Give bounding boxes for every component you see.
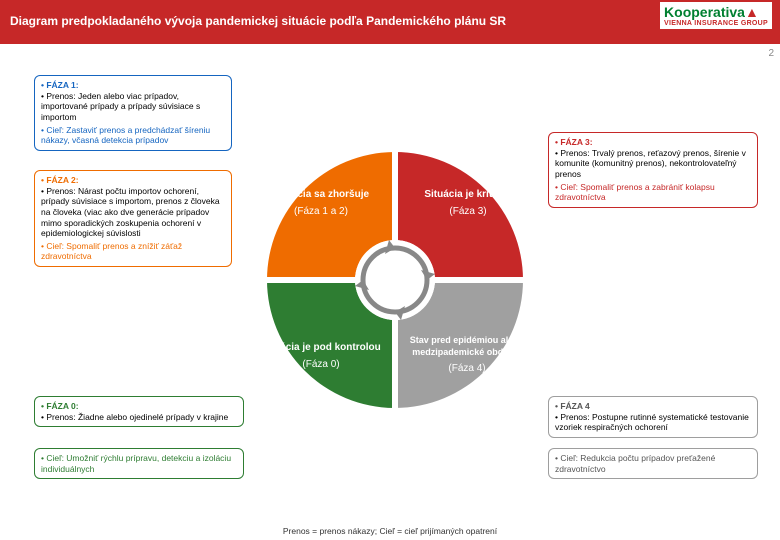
quadrant-bottom-right: Stav pred epidémiou alebo medzipademické… bbox=[395, 280, 535, 420]
logo-sub: VIENNA INSURANCE GROUP bbox=[664, 20, 768, 27]
quad-br-sub: (Fáza 4) bbox=[405, 362, 529, 375]
quad-bl-main: Situácia je pod kontrolou bbox=[261, 341, 380, 354]
quad-tl-sub: (Fáza 1 a 2) bbox=[273, 205, 369, 218]
quad-tr-main: Situácia je kritická bbox=[424, 188, 511, 201]
box-phase0-prenos: • FÁZA 0:• Prenos: Žiadne alebo ojedinel… bbox=[34, 396, 244, 427]
quadrant-top-left: Situácia sa zhoršuje (Fáza 1 a 2) bbox=[255, 140, 395, 280]
box-phase1: • FÁZA 1:• Prenos: Jeden alebo viac príp… bbox=[34, 75, 232, 151]
box-phase4-goal: • Cieľ: Redukcia počtu prípadov preťažen… bbox=[548, 448, 758, 479]
quad-tr-sub: (Fáza 3) bbox=[424, 205, 511, 218]
footnote: Prenos = prenos nákazy; Cieľ = cieľ prij… bbox=[0, 526, 780, 536]
box-phase4-prenos: • FÁZA 4• Prenos: Postupne rutinné syste… bbox=[548, 396, 758, 438]
phase-circle-diagram: Situácia sa zhoršuje (Fáza 1 a 2) Situác… bbox=[255, 140, 535, 420]
quadrant-bottom-left: Situácia je pod kontrolou (Fáza 0) bbox=[255, 280, 395, 420]
logo: Kooperativa▲ VIENNA INSURANCE GROUP bbox=[660, 2, 772, 29]
quad-bl-sub: (Fáza 0) bbox=[261, 358, 380, 371]
box-phase3: • FÁZA 3:• Prenos: Trvalý prenos, reťazo… bbox=[548, 132, 758, 208]
box-phase0-goal: • Cieľ: Umožniť rýchlu prípravu, detekci… bbox=[34, 448, 244, 479]
quad-tl-main: Situácia sa zhoršuje bbox=[273, 188, 369, 201]
quadrant-top-right: Situácia je kritická (Fáza 3) bbox=[395, 140, 535, 280]
page-title: Diagram predpokladaného vývoja pandemick… bbox=[10, 14, 506, 30]
quad-br-main: Stav pred epidémiou alebo medzipademické… bbox=[405, 335, 529, 358]
logo-main: Kooperativa▲ bbox=[664, 4, 768, 20]
logo-triangle-icon: ▲ bbox=[745, 4, 759, 20]
box-phase2: • FÁZA 2:• Prenos: Nárast počtu importov… bbox=[34, 170, 232, 267]
content-area: • FÁZA 1:• Prenos: Jeden alebo viac príp… bbox=[0, 50, 780, 510]
